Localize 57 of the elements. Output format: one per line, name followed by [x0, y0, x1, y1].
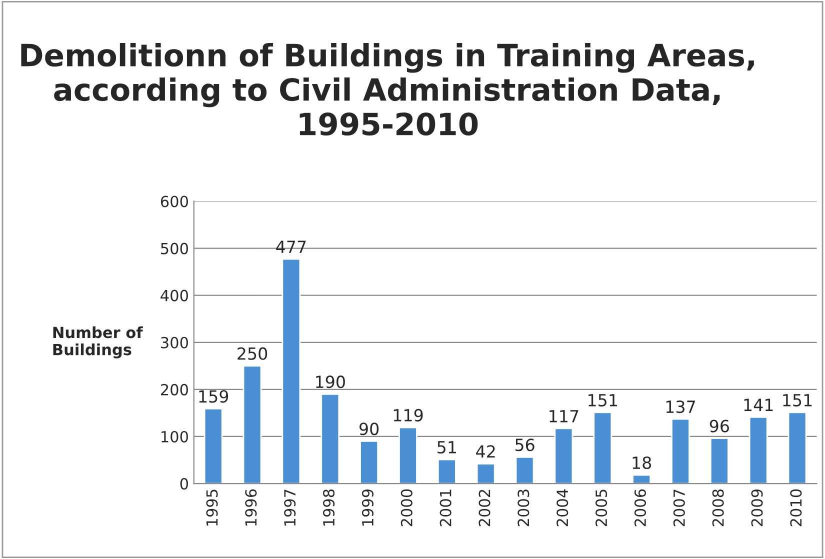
- data-label: 51: [438, 441, 456, 454]
- bar: [748, 416, 768, 484]
- bar: [710, 438, 729, 484]
- x-tick-label: 2010: [790, 489, 802, 526]
- data-label: 137: [666, 400, 695, 414]
- x-tick-label: 1996: [245, 489, 257, 526]
- y-axis-title: Number of Buildings: [53, 326, 143, 358]
- y-tick-label: 500: [161, 242, 188, 254]
- data-label: 477: [276, 240, 306, 253]
- x-tick-label: 2004: [556, 489, 568, 526]
- bar: [282, 258, 301, 484]
- x-tick-label: 2000: [400, 489, 412, 526]
- bar: [242, 365, 262, 484]
- y-tick-label: 300: [161, 336, 188, 348]
- data-label: 151: [588, 394, 618, 406]
- chart-title: Demolitionn of Buildings in Training Areas, according to Civil Administration Data, 1995-2010: [21, 42, 754, 136]
- x-tick-label: 2001: [440, 490, 452, 526]
- x-tick-label: 1997: [284, 490, 296, 526]
- bar: [788, 412, 807, 484]
- y-tick-label: 200: [160, 384, 188, 396]
- y-tick-label: 600: [160, 196, 188, 208]
- data-label: 151: [783, 394, 812, 406]
- data-label: 117: [550, 410, 578, 422]
- x-tick-label: 2009: [751, 489, 763, 526]
- x-tick-label: 2002: [478, 490, 490, 526]
- data-label: 96: [710, 420, 729, 432]
- bar: [360, 440, 379, 484]
- x-tick-label: 2003: [518, 490, 530, 526]
- data-label: 250: [238, 347, 268, 360]
- x-tick-label: 2008: [712, 489, 724, 526]
- data-label: 42: [476, 445, 495, 458]
- data-label: 90: [360, 422, 379, 436]
- data-label: 18: [632, 456, 652, 470]
- data-label: 141: [744, 398, 773, 411]
- x-tick-label: 2007: [673, 490, 685, 526]
- bar: [554, 428, 574, 484]
- data-label: 56: [515, 438, 534, 452]
- y-tick-label: 100: [162, 430, 188, 443]
- bar: [398, 426, 418, 484]
- data-label: 159: [199, 390, 228, 403]
- x-tick-label: 1998: [323, 489, 335, 526]
- bar: [476, 463, 496, 484]
- x-tick-label: 2005: [596, 490, 608, 526]
- data-label: 190: [316, 376, 345, 388]
- x-tick-label: 1999: [362, 489, 374, 526]
- bar: [515, 456, 534, 484]
- bar: [671, 418, 690, 484]
- data-label: 119: [394, 408, 423, 422]
- y-tick-label: 400: [160, 290, 188, 302]
- x-tick-label: 2006: [634, 489, 646, 526]
- x-tick-label: 1995: [206, 490, 218, 526]
- bar: [593, 412, 612, 484]
- bar: [204, 408, 223, 484]
- bar: [320, 393, 340, 484]
- bar: [632, 474, 652, 484]
- y-tick-label: 0: [180, 478, 188, 490]
- bar: [437, 458, 456, 484]
